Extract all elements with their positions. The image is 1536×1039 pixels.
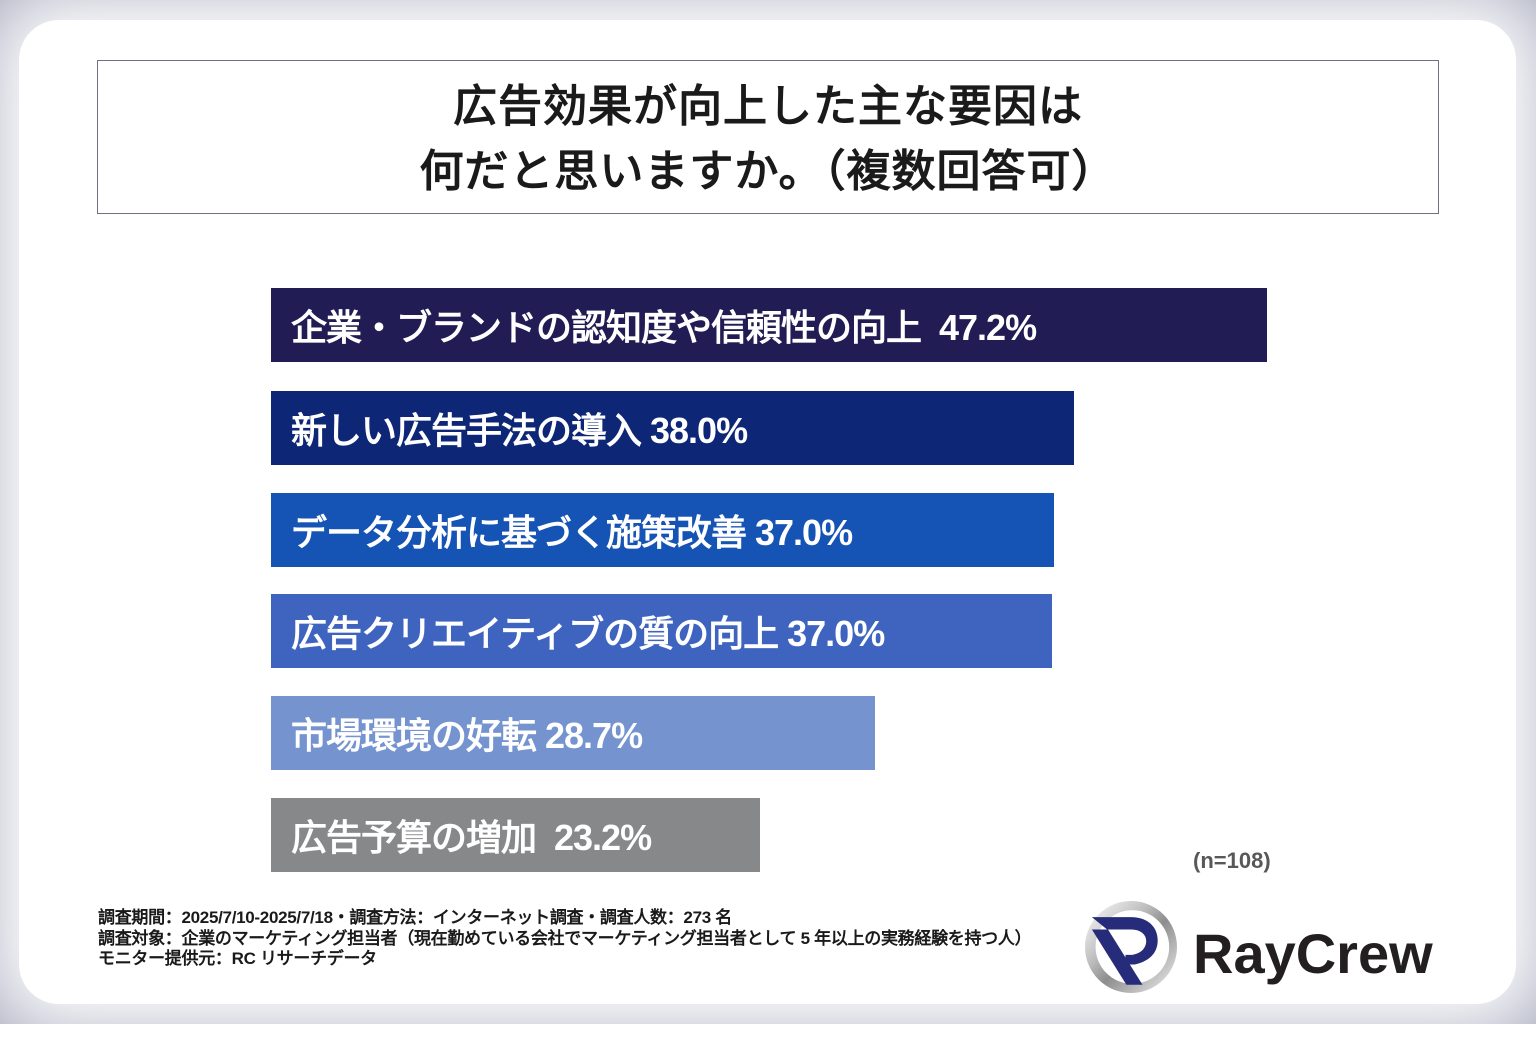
svg-text:RayCrew: RayCrew	[1193, 922, 1433, 985]
